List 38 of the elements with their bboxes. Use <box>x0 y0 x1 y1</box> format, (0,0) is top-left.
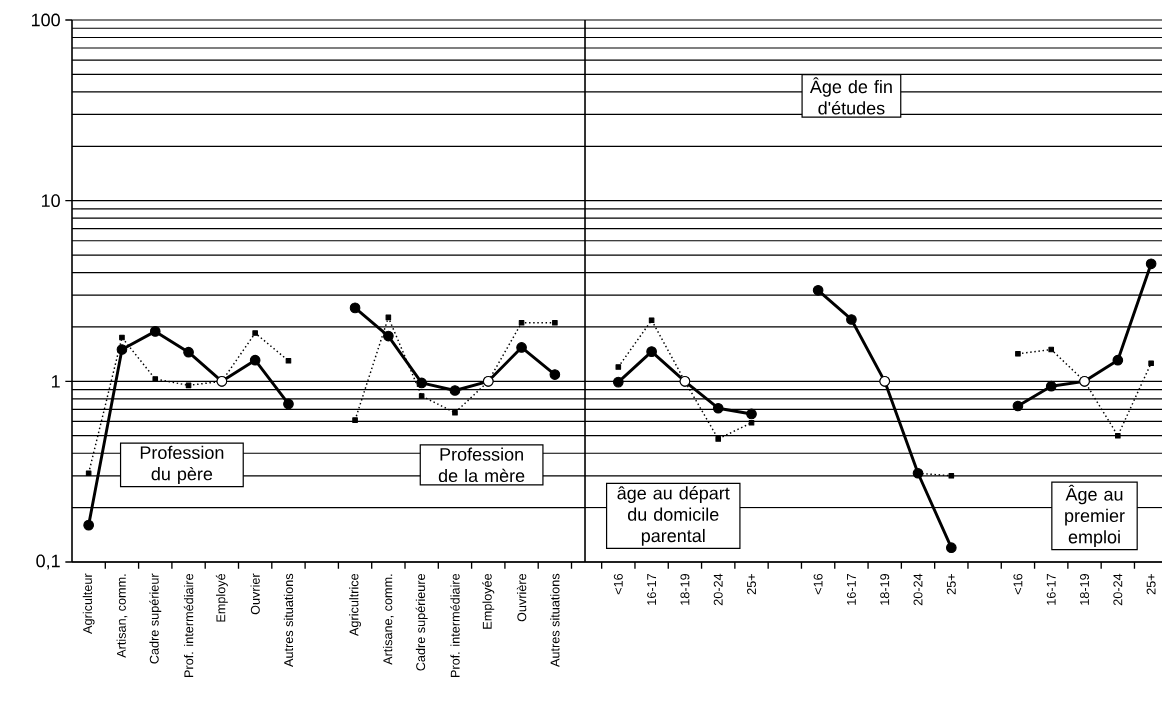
annotation: Âge au premier emploi <box>1065 484 1125 547</box>
x-tick-label: 20-24 <box>713 573 723 606</box>
x-tick-label: Prof. intermédiaire <box>183 573 194 677</box>
x-tick-label: 18-19 <box>680 573 690 605</box>
x-tick-label: Ouvrier <box>250 573 260 615</box>
x-tick-label: 18-19 <box>1080 573 1090 605</box>
annotation: Âge de fin d'études <box>809 77 892 115</box>
x-tick-label: <16 <box>813 573 823 595</box>
x-tick-label: Autres situations <box>550 573 560 667</box>
x-tick-label: 16-17 <box>647 574 657 605</box>
x-tick-label: Autres situations <box>283 573 294 667</box>
y-tick-label: 10 <box>41 194 60 208</box>
x-tick-label: <16 <box>613 573 623 595</box>
x-tick-label: Cadre supérieur <box>149 573 162 664</box>
annotation: Profession du père <box>140 445 224 484</box>
x-tick-label: Agriculteur <box>82 573 95 634</box>
y-tick-label: 1 <box>51 375 60 388</box>
x-tick-label: Employé <box>215 573 228 622</box>
x-tick-label: Artisane, comm. <box>382 574 394 665</box>
x-tick-label: 20-24 <box>913 573 923 606</box>
x-tick-label: 18-19 <box>880 573 890 605</box>
x-tick-label: 16-17 <box>1046 574 1056 605</box>
x-tick-label: Employée <box>482 573 495 629</box>
x-tick-label: Prof. intermédiaire <box>450 573 460 677</box>
x-tick-label: <16 <box>1013 573 1023 595</box>
y-tick-label: 0,1 <box>36 554 60 570</box>
x-tick-label: Cadre supérieure <box>415 573 428 671</box>
x-tick-label: Ouvrière <box>516 573 527 622</box>
x-tick-label: 25+ <box>946 573 956 595</box>
x-tick-label: Agricultrice <box>349 573 361 636</box>
annotation: âge au départ du domicile parental <box>617 486 730 546</box>
x-tick-label: 25+ <box>1146 573 1156 595</box>
x-tick-label: 20-24 <box>1113 573 1123 606</box>
x-tick-label: 25+ <box>747 573 756 595</box>
x-tick-label: Artisan, comm. <box>116 574 128 658</box>
y-tick-label: 100 <box>31 13 60 27</box>
x-tick-label: 16-17 <box>846 574 856 605</box>
annotation: Profession de la mère <box>438 447 525 483</box>
